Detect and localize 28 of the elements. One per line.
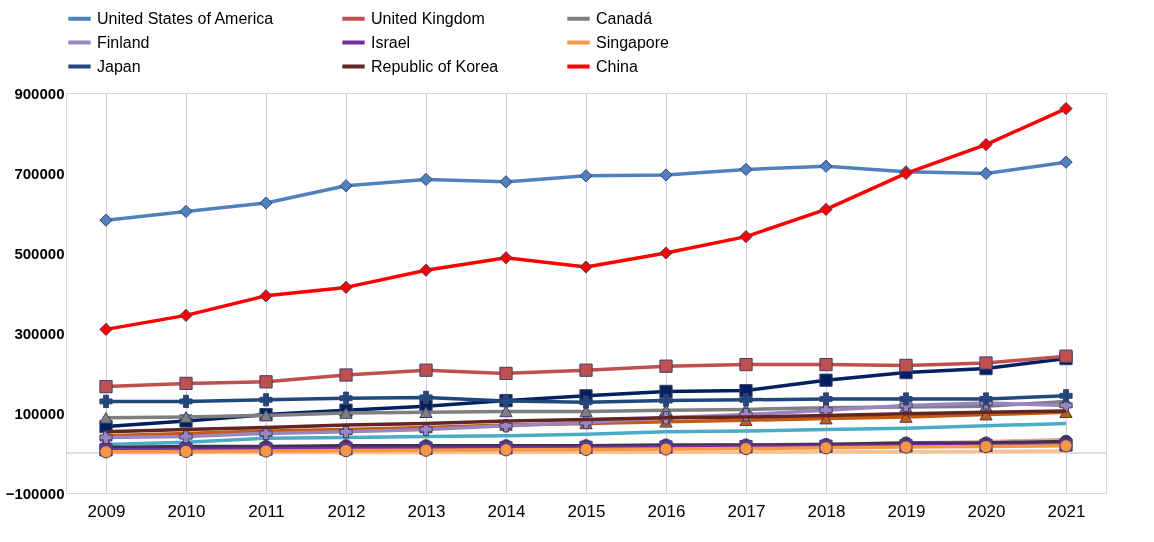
- y-tick-label: 900000: [14, 84, 65, 102]
- x-tick-label: 2021: [1047, 501, 1086, 521]
- legend-label: Israel: [371, 33, 411, 51]
- legend-label: Finland: [97, 33, 150, 51]
- x-tick-label: 2019: [887, 501, 926, 521]
- x-tick-label: 2010: [167, 501, 206, 521]
- x-tick-label: 2014: [487, 501, 526, 521]
- y-tick-label: −100000: [5, 484, 65, 502]
- x-tick-label: 2017: [727, 501, 766, 521]
- x-tick-label: 2016: [647, 501, 686, 521]
- x-tick-label: 2018: [807, 501, 846, 521]
- x-tick-label: 2020: [967, 501, 1006, 521]
- legend-label: China: [596, 57, 638, 75]
- legend-label: Canadá: [596, 9, 653, 27]
- y-tick-label: 500000: [14, 244, 65, 262]
- x-tick-label: 2013: [407, 501, 446, 521]
- y-tick-label: 100000: [14, 404, 65, 422]
- legend-label: United States of America: [97, 9, 274, 27]
- legend-label: Singapore: [596, 33, 670, 51]
- x-tick-label: 2012: [327, 501, 366, 521]
- y-tick-label: 300000: [14, 324, 65, 342]
- legend-label: Republic of Korea: [371, 57, 499, 75]
- x-tick-label: 2011: [248, 501, 285, 521]
- y-tick-label: 700000: [14, 164, 65, 182]
- x-tick-label: 2009: [87, 501, 126, 521]
- legend-label: Japan: [97, 57, 141, 75]
- x-tick-label: 2015: [567, 501, 606, 521]
- legend-label: United Kingdom: [371, 9, 485, 27]
